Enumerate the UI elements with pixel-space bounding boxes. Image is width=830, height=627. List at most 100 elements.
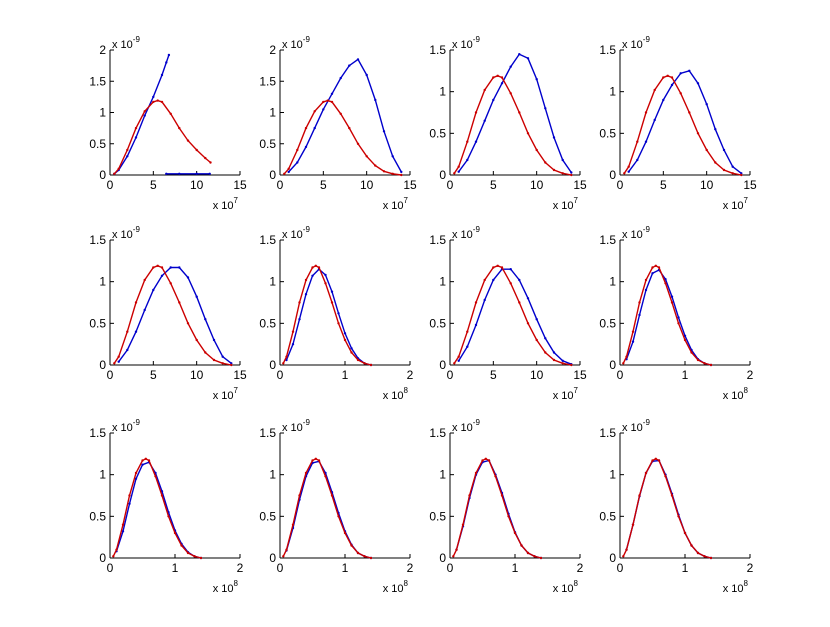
sample-series-point: [134, 330, 138, 333]
y-tick-label: 0.5: [89, 509, 106, 523]
reference-series-point: [455, 548, 458, 551]
x-tick-label: 5: [150, 178, 157, 192]
reference-series-point: [317, 266, 321, 269]
reference-series-point: [638, 301, 641, 304]
sample-series-point: [382, 130, 386, 133]
sample-series-point: [160, 274, 164, 277]
sample-series-point: [679, 72, 682, 75]
reference-series-point: [324, 475, 327, 478]
reference-series-point: [535, 338, 538, 342]
reference-series-point: [644, 111, 648, 114]
reference-series-point: [304, 278, 308, 282]
reference-series-point: [339, 112, 342, 116]
y-multiplier-label: x 10-9: [622, 225, 650, 241]
reference-series-point: [199, 556, 203, 560]
sample-series-point: [740, 172, 743, 175]
reference-series-point: [186, 551, 190, 555]
y-tick-label: 1.5: [429, 233, 446, 247]
reference-series-point: [230, 363, 233, 367]
sample-series-point: [670, 83, 674, 87]
reference-series-point: [144, 457, 147, 460]
reference-series-point: [212, 358, 216, 362]
x-tick-label: 1: [172, 561, 179, 575]
sample-series-point: [561, 158, 564, 162]
sample-series-point: [204, 318, 207, 321]
reference-series-point: [167, 515, 170, 518]
sample-series-point: [178, 266, 181, 269]
reference-series-line: [282, 265, 372, 366]
extra-series-point: [165, 172, 168, 175]
x-tick-label: 15: [233, 368, 247, 382]
reference-series-point: [474, 301, 478, 304]
y-tick-label: 1.5: [599, 43, 616, 57]
y-tick-label: 0.5: [429, 509, 446, 523]
x-tick-label: 5: [490, 178, 497, 192]
reference-series-point: [143, 278, 146, 282]
y-tick-label: 0: [609, 551, 616, 565]
reference-series-point: [195, 338, 198, 342]
y-multiplier-label: x 10-9: [112, 35, 140, 51]
reference-series-point: [683, 531, 687, 535]
subplot-10: 0 0.5 1 1.5 0 1 2 x 10-9 x 108: [259, 418, 413, 595]
reference-series-point: [330, 100, 334, 104]
sample-series-point: [169, 266, 172, 269]
reference-series-line: [283, 99, 402, 176]
sample-series-point: [374, 98, 377, 102]
sample-series-point: [474, 140, 478, 143]
subplot-7: 0 0.5 1 1.5 0 5 10 15 x 10-9 x 107: [429, 225, 587, 402]
sample-series-point: [304, 145, 308, 149]
sample-series-point: [152, 288, 155, 292]
reference-series-point: [204, 156, 207, 160]
reference-series-point: [343, 338, 347, 342]
reference-series-point: [492, 76, 495, 79]
reference-series-point: [631, 330, 635, 333]
sample-series-point: [160, 73, 164, 77]
sample-series-point: [518, 53, 521, 56]
sample-series-point: [313, 126, 316, 130]
sample-series-line: [113, 54, 170, 175]
y-tick-label: 0.5: [599, 126, 616, 140]
x-tick-label: 15: [403, 178, 417, 192]
y-multiplier-label: x 10-9: [112, 418, 140, 434]
reference-series-point: [287, 167, 290, 170]
sample-series-line: [628, 69, 742, 174]
reference-series-point: [666, 74, 669, 78]
reference-series-point: [518, 111, 521, 114]
reference-series-point: [178, 301, 181, 304]
x-tick-label: 5: [150, 368, 157, 382]
reference-series-point: [193, 555, 196, 558]
sample-series-point: [126, 155, 129, 158]
sample-series-point: [356, 58, 360, 61]
reference-series-point: [453, 362, 456, 365]
sample-series-point: [298, 318, 301, 321]
reference-series-point: [178, 126, 181, 130]
reference-series-point: [326, 99, 329, 102]
reference-series-point: [683, 338, 687, 342]
sample-series-point: [134, 136, 138, 139]
reference-series-point: [121, 523, 125, 526]
y-tick-label: 0.5: [599, 316, 616, 330]
reference-series-point: [160, 494, 164, 497]
sample-series-point: [705, 103, 708, 106]
x-tick-label: 10: [190, 178, 204, 192]
sample-series-point: [466, 345, 469, 348]
reference-series-point: [291, 523, 295, 526]
x-multiplier-label: x 108: [213, 579, 239, 595]
x-multiplier-label: x 107: [553, 386, 579, 402]
x-tick-label: 5: [320, 178, 327, 192]
sample-series-point: [631, 340, 635, 343]
x-tick-label: 1: [682, 368, 689, 382]
y-tick-label: 1: [439, 275, 446, 289]
y-tick-label: 0.5: [259, 137, 276, 151]
reference-series-point: [285, 548, 288, 551]
y-tick-label: 1.5: [259, 426, 276, 440]
sample-series-point: [552, 136, 556, 139]
sample-series-point: [638, 313, 641, 317]
sample-series-point: [509, 268, 512, 271]
sample-series-point: [518, 278, 521, 282]
reference-series-point: [664, 475, 667, 478]
x-tick-label: 0: [107, 561, 114, 575]
reference-series-line: [112, 458, 202, 559]
reference-series-point: [128, 494, 131, 497]
reference-series-point: [143, 110, 146, 113]
